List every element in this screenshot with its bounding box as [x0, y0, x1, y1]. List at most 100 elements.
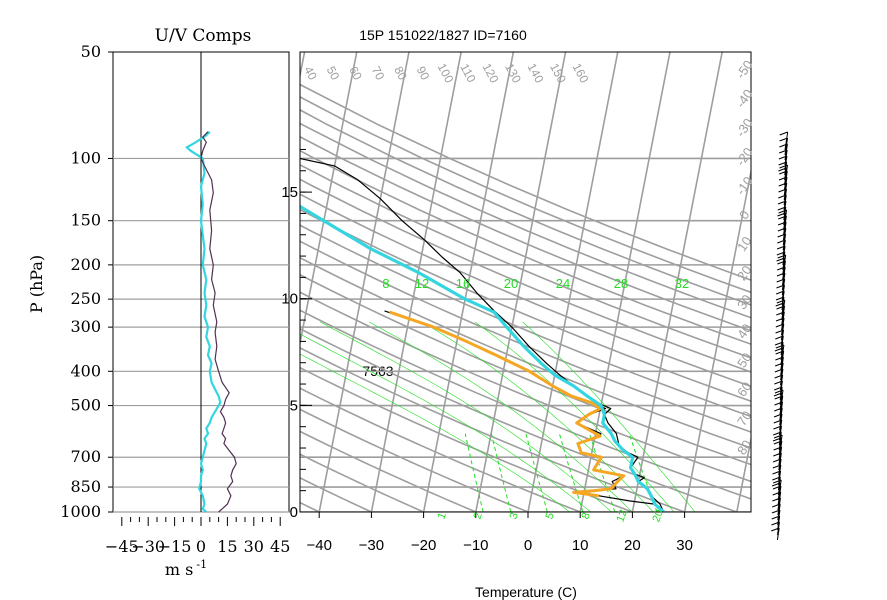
skewt-dry-adiabat	[300, 193, 751, 388]
wind-barb-flag	[773, 440, 783, 445]
uv-y-tick-label: 1000	[60, 502, 101, 521]
skewt-dry-adiabat	[300, 430, 477, 512]
wind-barb-flag	[773, 386, 783, 391]
wind-barb-flag	[774, 380, 783, 385]
wind-barb-flag	[775, 335, 784, 340]
wind-barb	[778, 425, 782, 441]
wind-barb-flag	[774, 374, 783, 379]
isotherm-label: -50	[733, 57, 756, 81]
skewt-dry-adiabat	[300, 96, 751, 294]
wind-barb-flag	[778, 182, 787, 187]
moist-adiabat-label: 24	[556, 276, 570, 291]
wind-barb	[781, 272, 786, 291]
wind-barb-flag	[778, 167, 787, 172]
wind-barb	[783, 188, 787, 206]
wind-barb	[782, 266, 786, 286]
wind-barb-flag	[777, 260, 786, 265]
wind-barb-flag	[775, 329, 784, 334]
skewt-x-tick-label: 10	[572, 537, 589, 554]
wind-barb-flag	[777, 239, 786, 244]
theta-label: 40	[301, 64, 320, 83]
isotherm-label: 70	[734, 408, 755, 428]
wind-barb-flag	[775, 317, 785, 322]
wind-barb	[779, 407, 783, 426]
wind-barb-flag	[772, 464, 782, 469]
isotherm-label: 60	[734, 379, 755, 399]
wind-barb	[777, 485, 782, 506]
wind-barb-flag	[776, 311, 785, 316]
uv-x-tick-label: −30	[131, 537, 165, 556]
wind-barb	[781, 299, 786, 321]
wind-barb-flag	[774, 407, 783, 412]
wind-barb-flag	[776, 272, 786, 277]
wind-barb-flag	[773, 392, 783, 397]
pressure-axis-label: P (hPa)	[27, 255, 46, 313]
height-tick-label: 10	[281, 291, 298, 308]
wind-barb-flag	[779, 164, 788, 169]
skewt-isotherm	[300, 52, 358, 348]
wind-barb-flag	[774, 389, 784, 394]
uv-x-tick-label: 15	[217, 537, 237, 556]
skewt-dry-adiabat	[300, 256, 751, 449]
wind-barb-flag	[777, 266, 786, 271]
isotherm-label: 40	[734, 321, 755, 341]
wind-barb-flag	[778, 149, 788, 154]
wind-barb-flag	[778, 155, 788, 160]
theta-label: 130	[502, 61, 524, 86]
wind-barb	[780, 344, 785, 366]
uv-y-tick-label: 300	[70, 317, 101, 336]
isotherm-label: -40	[733, 86, 756, 110]
wind-barb-flag	[773, 425, 782, 430]
wind-barb-flag	[772, 437, 782, 442]
wind-barb	[779, 389, 784, 411]
wind-barb-flag	[776, 278, 785, 283]
wind-barb	[781, 278, 786, 296]
uv-y-tick-label: 500	[70, 396, 101, 415]
uv-x-tick-label: −15	[158, 537, 192, 556]
wind-barb	[777, 479, 782, 501]
theta-label: 70	[369, 64, 388, 83]
theta-label: 90	[414, 64, 433, 83]
wind-barb	[782, 254, 787, 276]
moist-adiabat	[422, 321, 654, 512]
height-tick-label: 5	[290, 397, 298, 414]
isotherm-label: 20	[734, 263, 755, 283]
moist-adiabat-label: 28	[614, 276, 628, 291]
wind-barb-flag	[776, 299, 785, 304]
wind-barb-flag	[773, 479, 782, 484]
wind-barb	[778, 452, 782, 471]
uv-y-tick-label: 200	[70, 255, 101, 274]
skewt-dry-adiabat	[300, 387, 581, 512]
skewt-isotherm	[110, 52, 200, 512]
isotherm-label: 10	[734, 234, 755, 254]
skewt-dry-adiabat	[300, 240, 751, 433]
mixing-ratio-label: 5	[543, 511, 556, 521]
wind-barb-flag	[775, 302, 784, 307]
skewt-dry-adiabat	[300, 453, 424, 512]
wind-barb-flag	[779, 170, 788, 175]
wind-barb	[781, 290, 785, 306]
uv-x-tick-label: 0	[196, 537, 206, 556]
wind-barb	[782, 227, 787, 246]
skewt-isotherm	[527, 52, 619, 512]
moist-adiabat	[474, 321, 675, 512]
wind-barb-flag	[771, 509, 781, 514]
skewt-isotherm	[163, 52, 253, 512]
wind-barb-flag	[772, 503, 781, 508]
wind-barb	[778, 470, 782, 486]
wind-barb-flag	[775, 344, 785, 349]
skewt-dry-adiabat	[300, 309, 751, 500]
isotherm-label: 30	[734, 292, 755, 312]
wind-barb	[779, 380, 783, 396]
wind-barb	[782, 233, 787, 251]
uv-y-tick-label: 250	[70, 289, 101, 308]
wind-barb	[780, 335, 784, 351]
uv-panel-title: U/V Comps	[155, 26, 252, 46]
wind-barb	[781, 305, 786, 326]
uv-series-cyan	[185, 130, 222, 513]
skewt-dry-adiabat	[300, 501, 320, 512]
uv-series-plum	[200, 131, 237, 513]
wind-barb	[778, 458, 782, 476]
mixing-ratio-line	[589, 433, 616, 512]
